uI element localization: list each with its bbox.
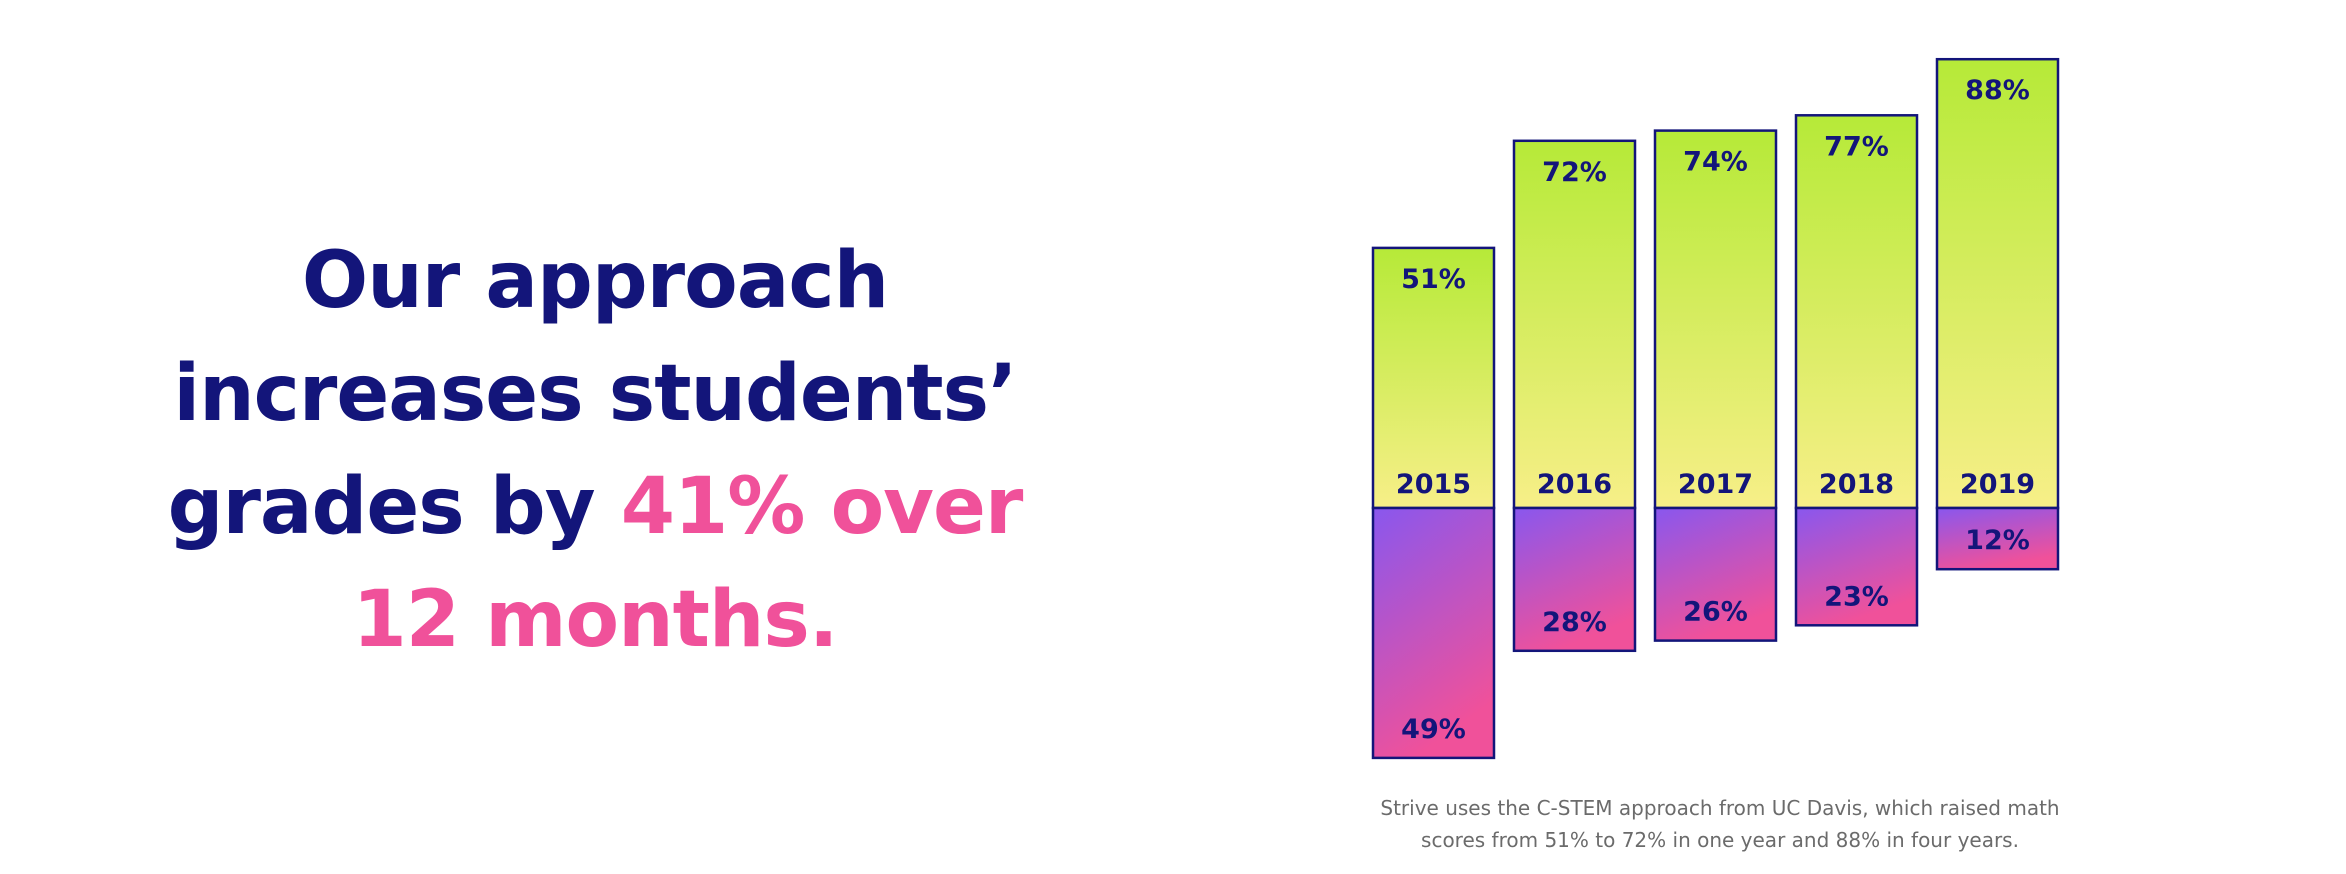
headline-line-2: increases students’ bbox=[173, 349, 1017, 439]
value-label-lower-2018: 23% bbox=[1824, 581, 1889, 612]
bar-lower-2018 bbox=[1794, 506, 1919, 627]
headline-accent-percent: 41% over bbox=[620, 462, 1024, 552]
year-label-2019: 2019 bbox=[1960, 469, 2035, 500]
value-label-lower-2019: 12% bbox=[1965, 525, 2030, 556]
caption-line-2: scores from 51% to 72% in one year and 8… bbox=[1421, 828, 2019, 852]
bar-lower-2019 bbox=[1935, 506, 2060, 571]
bar-group-2019: 88% 2019 12% bbox=[1935, 57, 2060, 571]
chart-caption: Strive uses the C-STEM approach from UC … bbox=[1330, 792, 2110, 856]
bar-upper-2018 bbox=[1794, 114, 1919, 510]
bar-group-2015: 51% 2015 49% bbox=[1371, 246, 1496, 760]
value-label-upper-2017: 74% bbox=[1683, 147, 1748, 178]
bar-upper-2019 bbox=[1935, 57, 2060, 510]
bar-lower-2017 bbox=[1653, 506, 1778, 642]
year-label-2016: 2016 bbox=[1537, 469, 1612, 500]
bar-lower-2015 bbox=[1371, 506, 1496, 760]
year-label-2018: 2018 bbox=[1819, 469, 1894, 500]
bar-upper-2017 bbox=[1653, 129, 1778, 510]
headline-line-4: 12 months. bbox=[352, 575, 839, 665]
headline-line-1: Our approach bbox=[301, 236, 889, 326]
caption-line-1: Strive uses the C-STEM approach from UC … bbox=[1380, 796, 2060, 820]
bar-group-2016: 72% 2016 28% bbox=[1512, 139, 1637, 653]
value-label-upper-2018: 77% bbox=[1824, 131, 1889, 162]
bars-layer: 51% 2015 49% 72% 2016 28% 74% 2017 26% 77% 2018 23%… bbox=[1371, 57, 2060, 760]
headline: Our approach increases students’ grades … bbox=[150, 225, 1040, 677]
headline-line-3: grades by 41% over bbox=[150, 451, 1040, 564]
bar-upper-2015 bbox=[1371, 246, 1496, 510]
bar-lower-2016 bbox=[1512, 506, 1637, 653]
bar-group-2017: 74% 2017 26% bbox=[1653, 129, 1778, 642]
year-label-2015: 2015 bbox=[1396, 469, 1471, 500]
value-label-upper-2016: 72% bbox=[1542, 157, 1607, 188]
value-label-upper-2015: 51% bbox=[1401, 264, 1466, 295]
value-label-lower-2016: 28% bbox=[1542, 607, 1607, 638]
headline-line-3-plain: grades by bbox=[167, 462, 621, 552]
value-label-lower-2015: 49% bbox=[1401, 714, 1466, 745]
value-label-upper-2019: 88% bbox=[1965, 75, 2030, 106]
value-label-lower-2017: 26% bbox=[1683, 597, 1748, 628]
bar-group-2018: 77% 2018 23% bbox=[1794, 114, 1919, 627]
bar-upper-2016 bbox=[1512, 139, 1637, 510]
year-label-2017: 2017 bbox=[1678, 469, 1753, 500]
